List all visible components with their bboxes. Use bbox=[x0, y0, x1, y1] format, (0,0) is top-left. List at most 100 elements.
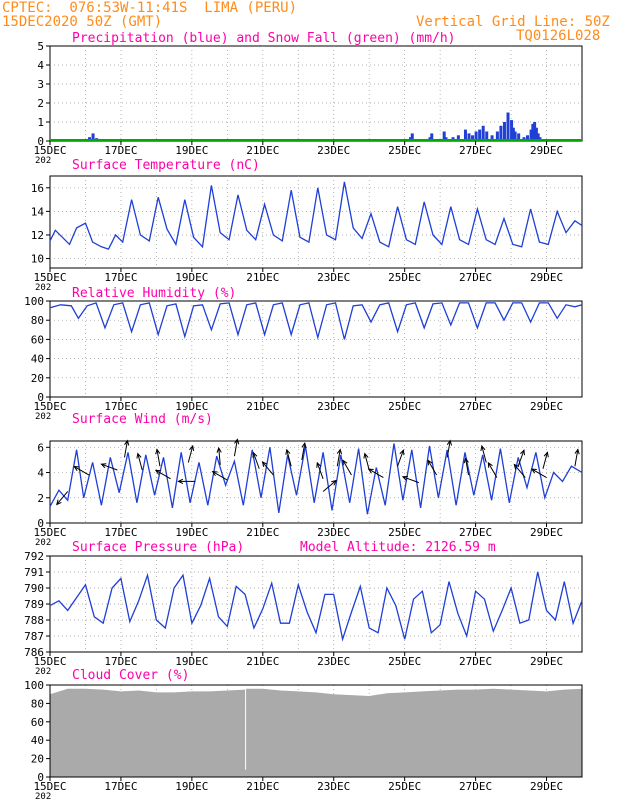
wind-arrow bbox=[262, 461, 274, 476]
panel-rh: 15DEC 17DEC 19DEC 21DEC 23DEC 25DEC 27DEC 29DEC… bbox=[24, 286, 583, 422]
y-tick-label: 10 bbox=[31, 253, 44, 266]
y-tick-label: 80 bbox=[31, 697, 44, 710]
wind-arrow bbox=[286, 449, 292, 467]
wind-arrow-head bbox=[399, 449, 405, 456]
wind-arrow bbox=[156, 449, 161, 467]
precip-bar bbox=[510, 120, 514, 141]
header-station: CPTEC: 076:53W-11:41S LIMA (PERU) bbox=[2, 0, 298, 16]
precip-bar bbox=[499, 125, 503, 141]
wind-arrow-head bbox=[261, 461, 268, 468]
wind-arrow-head bbox=[177, 478, 184, 484]
precip-bar bbox=[536, 133, 540, 141]
wind-arrow bbox=[574, 449, 579, 467]
precip-bar bbox=[526, 135, 530, 141]
precip-bar bbox=[502, 122, 506, 141]
wind-arrow-head bbox=[301, 442, 307, 449]
precip-bar bbox=[481, 125, 485, 141]
pressure-title: Surface Pressure (hPa) bbox=[72, 540, 244, 555]
wind-arrow-head bbox=[363, 452, 369, 459]
x-tick-label: 19DEC bbox=[175, 271, 208, 284]
wind-arrow-head bbox=[124, 439, 130, 446]
wind-arrow-head bbox=[155, 448, 161, 455]
header-grid-note: Vertical Grid Line: 50Z bbox=[416, 14, 610, 30]
wind-arrow bbox=[218, 447, 221, 466]
wind-arrow bbox=[364, 453, 370, 471]
wind-arrow-head bbox=[401, 475, 408, 481]
wind-arrow-head bbox=[234, 438, 240, 445]
precip-bar bbox=[506, 112, 510, 141]
wind-arrow bbox=[446, 440, 451, 458]
y-tick-label: 792 bbox=[24, 550, 44, 563]
wind-arrow-head bbox=[427, 459, 433, 466]
pressure-series-line bbox=[49, 571, 583, 642]
wind-arrow bbox=[322, 480, 337, 492]
panel-temp: 15DEC 17DEC 19DEC 21DEC 23DEC 25DEC 27DEC 29DEC… bbox=[31, 158, 583, 293]
wind-arrow-head bbox=[367, 468, 374, 474]
x-tick-label: 17DEC bbox=[104, 780, 137, 793]
x-tick-label: 17DEC bbox=[104, 655, 137, 668]
temp-title: Surface Temperature (nC) bbox=[72, 158, 260, 173]
wind-arrow-head bbox=[189, 444, 195, 452]
y-tick-label: 4 bbox=[37, 467, 44, 480]
x-tick-label: 15DEC bbox=[33, 400, 66, 413]
x-tick-label: 15DEC bbox=[33, 144, 66, 157]
wind-arrow-head bbox=[480, 444, 486, 452]
header-date: 15DEC2020 50Z (GMT) bbox=[2, 14, 163, 30]
x-tick-label: 17DEC bbox=[104, 144, 137, 157]
wind-arrow bbox=[123, 440, 128, 458]
wind-arrow bbox=[212, 471, 228, 481]
y-tick-label: 100 bbox=[24, 295, 44, 308]
wind-arrow-head bbox=[252, 451, 258, 458]
y-tick-label: 788 bbox=[24, 614, 44, 627]
x-tick-label: 25DEC bbox=[388, 271, 421, 284]
precip-bar bbox=[513, 131, 517, 141]
y-tick-label: 790 bbox=[24, 582, 44, 595]
precip-bar bbox=[442, 131, 446, 141]
x-tick-label: 21DEC bbox=[246, 400, 279, 413]
wind-arrow bbox=[427, 460, 438, 476]
wind-arrow-head bbox=[316, 461, 322, 468]
x-year-label: 202 bbox=[35, 538, 51, 548]
precip-bar bbox=[463, 129, 467, 141]
x-tick-label: 15DEC bbox=[33, 780, 66, 793]
y-tick-label: 100 bbox=[24, 679, 44, 692]
wind-arrow-head bbox=[446, 439, 453, 446]
x-tick-label: 19DEC bbox=[175, 655, 208, 668]
x-tick-label: 27DEC bbox=[459, 271, 492, 284]
precip-bar bbox=[471, 135, 475, 141]
y-tick-label: 0 bbox=[37, 771, 44, 784]
wind-arrow bbox=[187, 445, 194, 463]
precip-bar bbox=[485, 131, 489, 141]
precip-bar bbox=[474, 131, 478, 141]
header-model-id: TQ0126L028 bbox=[516, 28, 601, 44]
x-tick-label: 29DEC bbox=[530, 271, 563, 284]
y-tick-label: 60 bbox=[31, 716, 44, 729]
x-tick-label: 19DEC bbox=[175, 526, 208, 539]
rh-series-line bbox=[49, 302, 583, 341]
y-tick-label: 12 bbox=[31, 229, 44, 242]
wind-arrow bbox=[301, 443, 306, 461]
precip-bar bbox=[478, 129, 482, 141]
x-tick-label: 23DEC bbox=[317, 271, 350, 284]
x-tick-label: 25DEC bbox=[388, 400, 421, 413]
wind-arrow bbox=[252, 452, 260, 469]
wind-arrow bbox=[137, 453, 143, 471]
precip-bar bbox=[511, 127, 515, 141]
x-tick-label: 23DEC bbox=[317, 400, 350, 413]
x-tick-label: 23DEC bbox=[317, 780, 350, 793]
wind-arrow bbox=[233, 439, 238, 457]
wind-arrow-head bbox=[513, 463, 520, 470]
y-tick-label: 40 bbox=[31, 734, 44, 747]
panel-pressure: 15DEC 17DEC 19DEC 21DEC 23DEC 25DEC 27DEC 29DEC… bbox=[24, 540, 583, 677]
panel-cloud: 15DEC 17DEC 19DEC 21DEC 23DEC 25DEC 27DEC 29DEC… bbox=[24, 668, 583, 800]
x-tick-label: 27DEC bbox=[459, 780, 492, 793]
panel-wind: 15DEC 17DEC 19DEC 21DEC 23DEC 25DEC 27DEC 29DEC… bbox=[33, 412, 583, 548]
wind-arrow-head bbox=[520, 449, 525, 456]
wind-arrow-head bbox=[487, 461, 493, 468]
y-tick-label: 14 bbox=[31, 205, 45, 218]
x-tick-label: 29DEC bbox=[530, 655, 563, 668]
x-tick-label: 27DEC bbox=[459, 144, 492, 157]
y-tick-label: 2 bbox=[37, 97, 44, 110]
wind-arrow-head bbox=[342, 459, 348, 466]
